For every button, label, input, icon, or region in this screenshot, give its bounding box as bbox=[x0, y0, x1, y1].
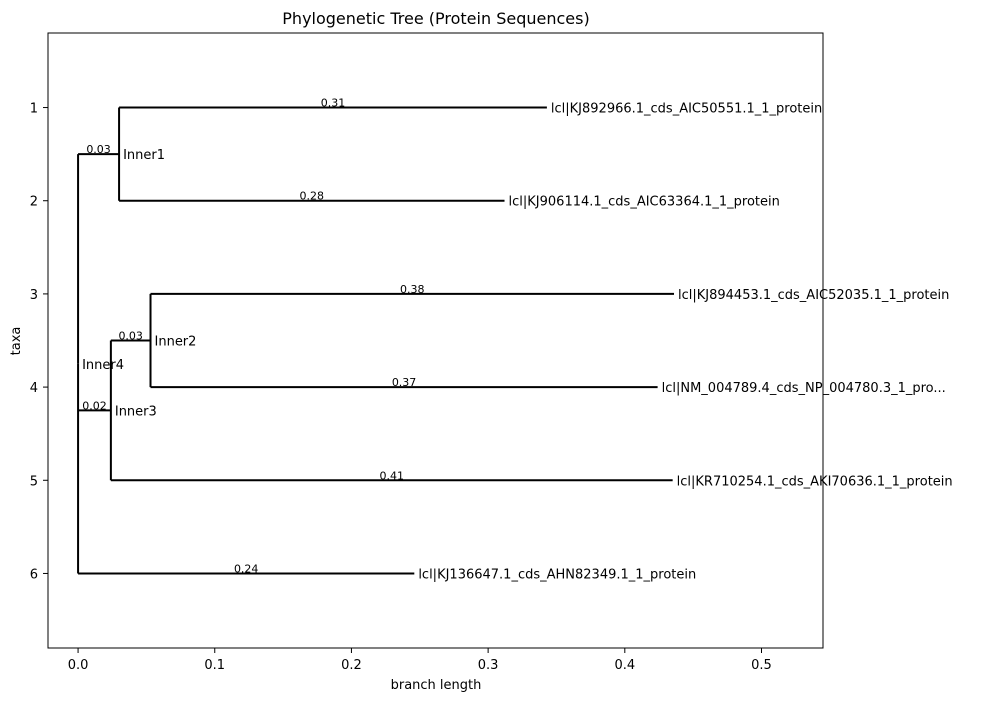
x-tick-label: 0.0 bbox=[68, 658, 89, 673]
x-tick-label: 0.5 bbox=[751, 658, 772, 673]
leaf-label: lcl|KJ892966.1_cds_AIC50551.1_1_protein bbox=[551, 102, 822, 117]
leaf-label: lcl|KJ906114.1_cds_AIC63364.1_1_protein bbox=[509, 195, 780, 210]
x-axis-label: branch length bbox=[391, 678, 482, 693]
y-axis-label: taxa bbox=[9, 327, 24, 356]
leaf-label: lcl|KJ894453.1_cds_AIC52035.1_1_protein bbox=[678, 288, 949, 303]
branch-length-label: 0.24 bbox=[234, 562, 259, 575]
y-tick-label: 2 bbox=[30, 195, 38, 210]
branch-length-label: 0.41 bbox=[380, 469, 405, 482]
branch-length-label: 0.03 bbox=[118, 330, 143, 343]
inner-node-label: Inner2 bbox=[155, 335, 197, 350]
leaf-label: lcl|NM_004789.4_cds_NP_004780.3_1_pro... bbox=[662, 381, 946, 396]
y-tick-label: 1 bbox=[30, 102, 38, 117]
branch-length-label: 0.38 bbox=[400, 283, 425, 296]
x-axis: 0.0 0.1 0.2 0.3 0.4 0.5 bbox=[68, 648, 772, 673]
branch-length-label: 0.02 bbox=[82, 399, 107, 412]
y-tick-label: 3 bbox=[30, 288, 38, 303]
x-tick-label: 0.1 bbox=[204, 658, 225, 673]
x-tick-label: 0.2 bbox=[341, 658, 362, 673]
tree-labels: Inner1 0.03 Inner4 Inner3 0.02 Inner2 0.03 lcl|… bbox=[82, 97, 953, 583]
leaf-label: lcl|KR710254.1_cds_AKI70636.1_1_protein bbox=[677, 474, 953, 489]
chart-title: Phylogenetic Tree (Protein Sequences) bbox=[282, 9, 589, 28]
leaf-label: lcl|KJ136647.1_cds_AHN82349.1_1_protein bbox=[418, 567, 696, 582]
tree-branches bbox=[77, 106, 675, 575]
y-axis: 1 2 3 4 5 6 bbox=[30, 102, 48, 582]
branch-length-label: 0.03 bbox=[86, 143, 111, 156]
inner-node-label: Inner1 bbox=[123, 148, 165, 163]
inner-node-label: Inner3 bbox=[115, 404, 157, 419]
branch-length-label: 0.37 bbox=[392, 376, 417, 389]
y-tick-label: 5 bbox=[30, 474, 38, 489]
branch-length-label: 0.28 bbox=[300, 190, 325, 203]
plot-frame bbox=[47, 32, 824, 649]
y-tick-label: 4 bbox=[30, 381, 38, 396]
branch-length-label: 0.31 bbox=[321, 97, 346, 110]
x-tick-label: 0.4 bbox=[614, 658, 635, 673]
y-tick-label: 6 bbox=[30, 567, 38, 582]
inner-node-label: Inner4 bbox=[82, 358, 124, 373]
x-tick-label: 0.3 bbox=[478, 658, 499, 673]
